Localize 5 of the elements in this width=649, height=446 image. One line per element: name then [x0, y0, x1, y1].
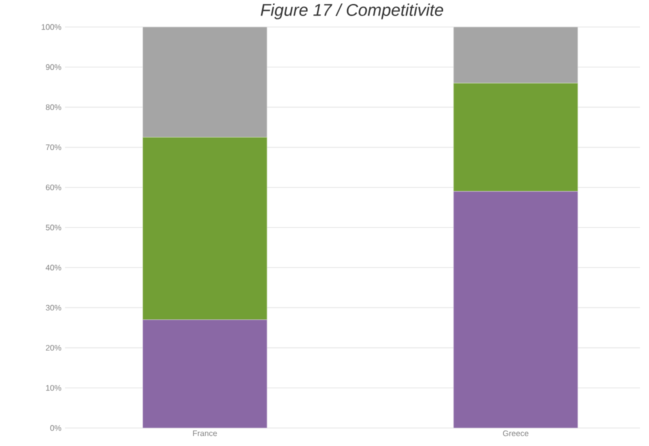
chart-title: Figure 17 / Competitivite [260, 4, 444, 20]
bar [453, 82, 578, 192]
bar [142, 137, 268, 320]
bar [142, 320, 268, 428]
bar [453, 191, 578, 428]
